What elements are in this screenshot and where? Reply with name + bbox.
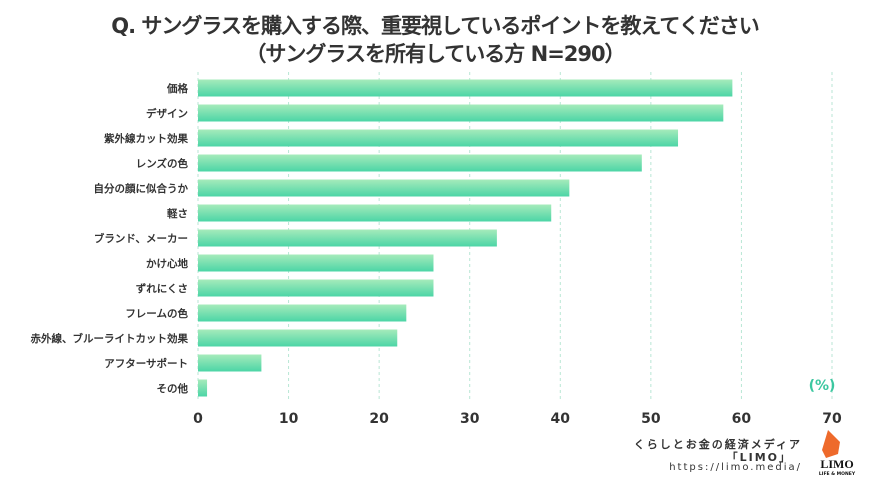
x-tick-label: 10 — [279, 411, 299, 427]
category-label: アフターサポート — [104, 357, 188, 370]
category-label: その他 — [157, 382, 189, 395]
credit-line-1: くらしとお金の経済メディア — [633, 438, 802, 451]
chart-title: Q. サングラスを購入する際、重要視しているポイントを教えてください — [111, 14, 759, 38]
credit-line-2: 「LIMO」 — [726, 451, 792, 464]
category-label: デザイン — [146, 107, 188, 120]
bar — [198, 329, 398, 347]
category-label: 価格 — [166, 82, 188, 95]
bar — [198, 104, 724, 122]
category-label: 紫外線カット効果 — [104, 132, 188, 145]
bar — [198, 279, 434, 297]
category-label: かけ心地 — [146, 257, 188, 270]
bar — [198, 179, 570, 197]
credit-url: https://limo.media/ — [669, 462, 802, 473]
category-label: 自分の顔に似合うか — [94, 182, 189, 195]
x-tick-label: 40 — [551, 411, 571, 427]
x-tick-label: 20 — [369, 411, 389, 427]
category-label: 軽さ — [167, 207, 188, 220]
svg-text:LIMO: LIMO — [820, 457, 853, 471]
chart-subtitle: （サングラスを所有している方 N=290） — [245, 42, 625, 66]
bar — [198, 229, 497, 247]
bar — [198, 379, 208, 397]
bar — [198, 154, 642, 172]
category-label: ブランド、メーカー — [94, 232, 188, 245]
bar — [198, 204, 552, 222]
category-label: フレームの色 — [125, 307, 188, 320]
category-label: レンズの色 — [136, 157, 189, 170]
unit-label: (%) — [809, 378, 836, 394]
bar — [198, 254, 434, 272]
x-tick-label: 70 — [822, 411, 842, 427]
category-label: ずれにくさ — [136, 282, 188, 295]
x-tick-label: 50 — [641, 411, 661, 427]
bar — [198, 354, 262, 372]
limo-logo: LIMO LIFE & MONEY — [819, 430, 856, 477]
category-label: 赤外線、ブルーライトカット効果 — [31, 332, 189, 345]
bar — [198, 304, 407, 322]
x-tick-label: 30 — [460, 411, 480, 427]
x-tick-label: 0 — [193, 411, 203, 427]
svg-text:LIFE & MONEY: LIFE & MONEY — [819, 471, 856, 477]
bar — [198, 129, 679, 147]
bar — [198, 79, 733, 97]
x-tick-label: 60 — [732, 411, 752, 427]
